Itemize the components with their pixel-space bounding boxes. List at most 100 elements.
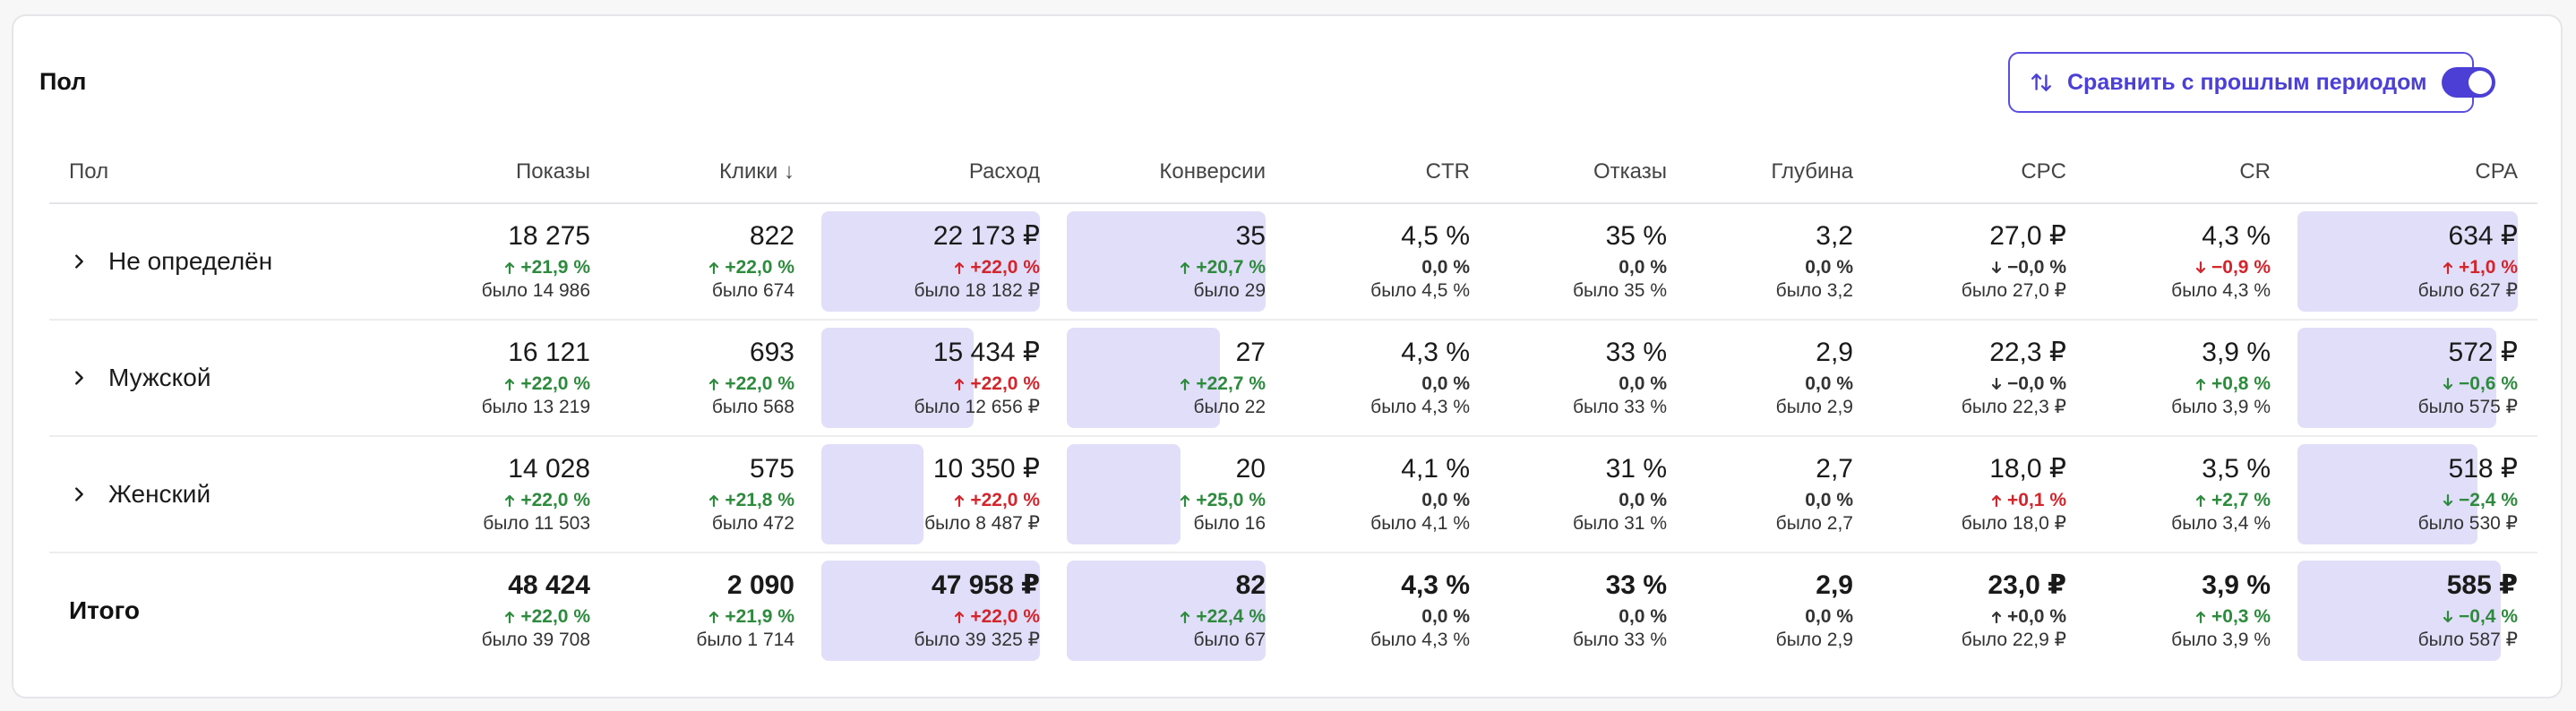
metric-previous: было 4,3 % <box>1370 397 1470 417</box>
row-expander[interactable]: Мужской <box>69 364 386 392</box>
row-label: Не определён <box>108 247 273 275</box>
col-header-cr[interactable]: CR <box>2086 141 2290 204</box>
metric-delta-text: +22,0 % <box>970 490 1040 510</box>
col-header-clicks[interactable]: Клики ↓ <box>610 141 814 204</box>
metric-delta: 0,0 % <box>1687 605 1853 629</box>
cell-spend: 47 958 ₽ +22,0 % было 39 325 ₽ <box>814 553 1060 668</box>
metric-value: 27 <box>1235 338 1266 367</box>
metric-delta-text: +2,7 % <box>2211 490 2271 510</box>
metric-value: 20 <box>1235 454 1266 484</box>
col-header-cpc[interactable]: CPC <box>1873 141 2086 204</box>
arrow-down-icon <box>2443 610 2453 623</box>
chevron-right-icon[interactable] <box>69 252 89 271</box>
table-row[interactable]: Не определён 18 275 +21,9 % было 14 986 822 +… <box>49 203 2537 321</box>
metric-previous: было 4,5 % <box>1370 280 1470 301</box>
compare-period-label: Сравнить с прошлым периодом <box>2067 69 2427 95</box>
table-row[interactable]: Женский 14 028 +22,0 % было 11 503 575 +21,8 … <box>49 436 2537 553</box>
metric-delta: +21,8 % <box>610 489 794 512</box>
table-row[interactable]: Мужской 16 121 +22,0 % было 13 219 693 +22,0 … <box>49 320 2537 437</box>
metric-value: 82 <box>1235 570 1266 600</box>
value-bar <box>821 444 923 544</box>
arrow-up-icon <box>955 378 965 391</box>
arrow-down-icon <box>1991 377 2002 390</box>
metric-previous: было 8 487 ₽ <box>924 513 1040 534</box>
col-header-spend[interactable]: Расход <box>814 141 1060 204</box>
metric-delta-text: 0,0 % <box>1805 606 1853 627</box>
metric-delta-text: +20,7 % <box>1196 257 1266 278</box>
metric-value: 4,3 % <box>1401 338 1470 367</box>
value-bar <box>1067 328 1220 428</box>
chevron-right-icon[interactable] <box>69 368 89 388</box>
col-header-shows[interactable]: Показы <box>406 141 610 204</box>
metric-previous: было 31 % <box>1573 513 1667 534</box>
row-expander[interactable]: Не определён <box>69 247 386 276</box>
cell-cr: 3,9 % +0,3 % было 3,9 % <box>2086 553 2290 668</box>
metric-value: 35 <box>1235 221 1266 251</box>
metric-previous: было 13 219 <box>481 397 590 417</box>
metric-value: 18 275 <box>508 221 590 251</box>
value-bar <box>821 328 974 428</box>
metric-previous: было 22 <box>1193 397 1266 417</box>
cell-shows: 16 121 +22,0 % было 13 219 <box>406 320 610 437</box>
metric-previous: было 11 503 <box>483 513 590 534</box>
metric-delta-text: 0,0 % <box>1421 373 1470 394</box>
metric-value: 33 % <box>1605 570 1667 600</box>
col-header-bounces[interactable]: Отказы <box>1490 141 1687 204</box>
arrow-up-icon <box>1991 494 2002 508</box>
metric-delta: 0,0 % <box>1490 489 1667 512</box>
metric-delta-text: +22,0 % <box>520 606 590 627</box>
value-bar <box>1067 211 1266 312</box>
metric-delta-text: +0,0 % <box>2007 606 2066 627</box>
cell-conv: 27 +22,7 % было 22 <box>1060 320 1285 437</box>
arrow-down-icon <box>2195 261 2206 274</box>
col-header-conversions[interactable]: Конверсии <box>1060 141 1285 204</box>
cell-shows: 48 424 +22,0 % было 39 708 <box>406 553 610 668</box>
arrow-up-icon <box>2443 261 2453 275</box>
report-card: Пол Сравнить с прошлым периодом Пол Пока… <box>12 14 2563 698</box>
metric-delta-text: 0,0 % <box>1805 257 1853 278</box>
arrow-up-icon <box>505 611 515 624</box>
metric-value: 575 <box>749 454 794 484</box>
cell-clicks: 822 +22,0 % было 674 <box>610 203 814 321</box>
metric-value: 3,9 % <box>2202 338 2271 367</box>
metric-value: 518 ₽ <box>2448 454 2518 484</box>
metric-delta: 0,0 % <box>1285 605 1470 629</box>
cell-conv: 35 +20,7 % было 29 <box>1060 203 1285 321</box>
col-header-cpa[interactable]: CPA <box>2290 141 2537 204</box>
col-header-depth[interactable]: Глубина <box>1687 141 1873 204</box>
metric-previous: было 14 986 <box>481 280 590 301</box>
metric-delta: −0,0 % <box>1873 373 2066 396</box>
compare-toggle[interactable] <box>2441 67 2495 98</box>
row-label-cell: Женский <box>49 436 406 553</box>
metric-previous: было 4,3 % <box>2171 280 2271 301</box>
metric-previous: было 12 656 ₽ <box>914 397 1040 417</box>
metric-delta-text: +22,0 % <box>520 373 590 394</box>
metric-value: 4,3 % <box>2202 221 2271 251</box>
arrow-up-icon <box>709 261 719 275</box>
metric-previous: было 1 714 <box>696 630 794 650</box>
metric-delta: +22,0 % <box>610 373 794 396</box>
arrow-up-icon <box>709 494 719 508</box>
total-label: Итого <box>69 596 140 624</box>
metric-previous: было 472 <box>711 513 794 534</box>
metric-delta-text: 0,0 % <box>1805 490 1853 510</box>
compare-period-button[interactable]: Сравнить с прошлым периодом <box>2008 52 2495 113</box>
row-label-cell: Мужской <box>49 320 406 437</box>
metric-delta-text: −0,0 % <box>2007 373 2066 394</box>
metric-delta-text: +22,4 % <box>1196 606 1266 627</box>
metric-delta: +1,0 % <box>2290 256 2518 279</box>
col-header-ctr[interactable]: CTR <box>1285 141 1490 204</box>
metric-delta: 0,0 % <box>1490 256 1667 279</box>
chevron-right-icon[interactable] <box>69 484 89 504</box>
metric-delta: +22,7 % <box>1060 373 1266 396</box>
cell-clicks: 575 +21,8 % было 472 <box>610 436 814 553</box>
arrow-down-icon <box>1991 261 2002 274</box>
row-expander[interactable]: Женский <box>69 480 386 509</box>
row-label-cell: Итого <box>49 553 406 668</box>
col-header-gender[interactable]: Пол <box>49 141 406 204</box>
metric-previous: было 39 708 <box>481 630 590 650</box>
cell-shows: 14 028 +22,0 % было 11 503 <box>406 436 610 553</box>
arrow-up-icon <box>955 494 965 508</box>
metric-previous: было 568 <box>711 397 794 417</box>
cell-depth: 2,9 0,0 % было 2,9 <box>1687 553 1873 668</box>
